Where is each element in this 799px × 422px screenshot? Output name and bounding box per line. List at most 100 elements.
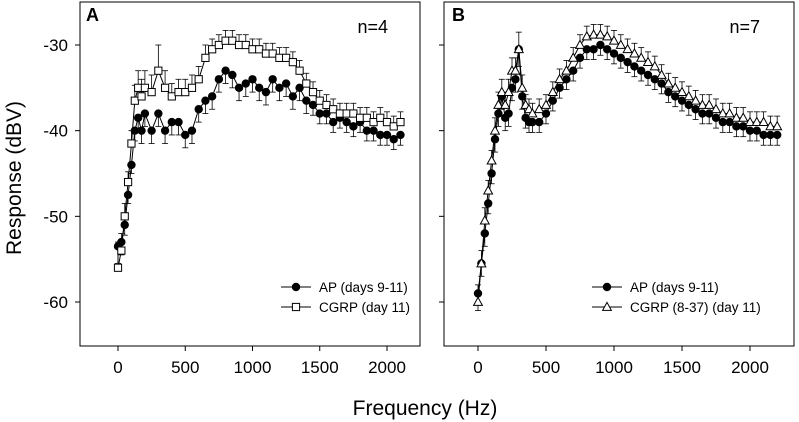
data-point [356, 113, 365, 122]
data-point [160, 83, 170, 92]
x-tick-label: 1000 [595, 358, 633, 377]
data-point [133, 113, 143, 123]
data-point [214, 75, 224, 84]
data-point [113, 263, 123, 272]
data-point [588, 29, 599, 39]
data-point [691, 105, 700, 114]
data-point [513, 43, 525, 54]
data-point [335, 109, 345, 118]
data-point [369, 126, 378, 135]
data-point [342, 117, 351, 127]
data-point [642, 56, 654, 67]
data-point [705, 109, 714, 118]
data-point [480, 229, 489, 238]
x-tick-label: 1500 [301, 358, 339, 377]
data-point [322, 100, 331, 110]
data-point [711, 113, 721, 123]
data-point [201, 53, 210, 62]
data-point [725, 117, 734, 127]
data-point [676, 86, 688, 97]
data-point [302, 79, 311, 88]
data-point [221, 36, 230, 45]
data-point [349, 122, 358, 131]
panel-b: B n=7 0 500 1000 1500 2000 AP (days 9-11) CGR… [439, 1, 795, 377]
data-point [234, 83, 244, 93]
axis-ticks: 0 500 1000 1500 2000 [439, 44, 769, 377]
data-point [130, 96, 139, 105]
data-point [241, 79, 250, 88]
data-point [731, 112, 742, 122]
x-axis-label: Frequency (Hz) [353, 397, 498, 420]
data-point [329, 117, 338, 127]
data-point [510, 65, 521, 75]
data-point [484, 199, 493, 208]
data-point [773, 130, 782, 140]
data-point [664, 87, 673, 97]
panel-letter: B [452, 5, 465, 25]
data-point [281, 79, 291, 88]
data-point [123, 177, 133, 187]
data-point [771, 120, 783, 131]
data-point [765, 120, 776, 131]
data-point [228, 70, 237, 80]
data-point [187, 126, 197, 135]
data-point [261, 49, 271, 58]
data-point [479, 214, 491, 225]
data-point [275, 53, 284, 62]
series-filled-circle [473, 40, 782, 311]
plot-frame [443, 1, 795, 347]
data-point [295, 66, 304, 75]
data-point [291, 302, 301, 312]
x-tick-label: 2000 [368, 358, 406, 377]
data-point [275, 83, 284, 93]
data-point [663, 77, 674, 88]
data-point [677, 96, 687, 105]
data-point [548, 96, 557, 105]
data-point [389, 135, 398, 144]
data-point [147, 88, 156, 97]
sample-size-label: n=7 [729, 17, 760, 37]
data-point [683, 90, 695, 101]
data-point [561, 65, 572, 75]
data-point [194, 105, 203, 114]
data-point [154, 109, 163, 118]
data-point [684, 100, 693, 110]
data-point [541, 109, 551, 118]
x-tick-label: 1000 [234, 358, 272, 377]
data-point [261, 87, 271, 97]
series-line [477, 44, 778, 294]
data-point [181, 88, 190, 97]
data-point [567, 52, 579, 62]
data-point [228, 36, 237, 45]
data-point [601, 301, 613, 311]
legend-label: AP (days 9-11) [319, 280, 408, 295]
x-tick-label: 500 [532, 358, 560, 377]
x-tick-label: 1500 [663, 358, 701, 377]
data-point [201, 96, 210, 105]
data-point [140, 83, 150, 92]
series-filled-circle [113, 66, 405, 264]
data-point [234, 40, 244, 50]
y-axis-label: Response (dBV) [3, 101, 26, 255]
data-point [208, 45, 217, 54]
data-point [221, 66, 230, 75]
data-point [147, 126, 156, 135]
legend-label: CGRP (8-37) (day 11) [630, 300, 761, 315]
data-point [547, 86, 559, 97]
data-point [160, 126, 170, 135]
data-point [489, 125, 501, 135]
data-point [255, 45, 264, 54]
data-point [615, 39, 627, 49]
data-point [396, 130, 405, 140]
data-point [490, 135, 500, 144]
data-point [181, 130, 190, 140]
data-point [241, 40, 250, 50]
axis-ticks: 0 500 1000 1500 2000 -30 -40 -50 -60 [43, 36, 405, 377]
data-point [511, 75, 520, 84]
y-tick-label: -50 [43, 207, 68, 226]
data-point [137, 126, 146, 135]
data-point [697, 99, 708, 109]
data-point [396, 118, 405, 127]
data-point [127, 160, 136, 170]
